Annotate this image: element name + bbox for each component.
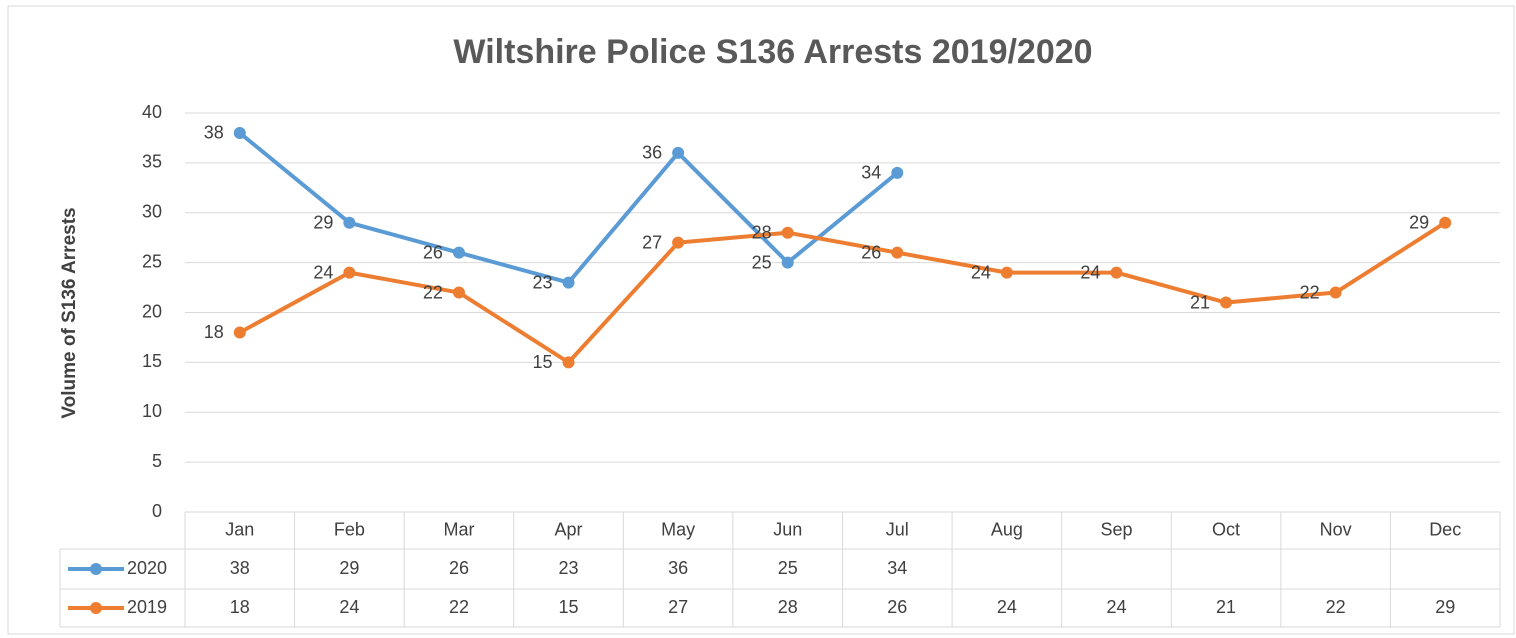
table-value: 38: [230, 558, 250, 578]
data-label: 24: [1080, 262, 1100, 282]
data-label: 26: [423, 242, 443, 262]
data-point: [672, 236, 685, 249]
data-label: 22: [1300, 282, 1320, 302]
table-value: 26: [887, 597, 907, 617]
data-label: 28: [752, 222, 772, 242]
table-value: 22: [1326, 597, 1346, 617]
legend-label: 2019: [127, 597, 167, 617]
data-label: 26: [861, 242, 881, 262]
data-label: 25: [752, 252, 772, 272]
data-point: [891, 246, 904, 259]
table-value: 36: [668, 558, 688, 578]
y-tick-label: 10: [142, 401, 162, 421]
series-line: [238, 131, 899, 285]
data-point: [233, 326, 246, 339]
data-label: 18: [204, 322, 224, 342]
data-point: [452, 286, 465, 299]
data-label: 34: [861, 163, 881, 183]
table-value: 15: [559, 597, 579, 617]
data-label: 24: [971, 262, 991, 282]
x-tick-label: Oct: [1212, 519, 1240, 539]
data-label: 24: [313, 262, 333, 282]
data-point: [1439, 216, 1452, 229]
x-tick-label: May: [661, 519, 695, 539]
data-point: [233, 126, 246, 139]
x-tick-label: Feb: [334, 519, 365, 539]
data-label: 22: [423, 282, 443, 302]
x-tick-label: Jun: [773, 519, 802, 539]
data-point: [562, 356, 575, 369]
data-point: [343, 266, 356, 279]
data-point: [452, 246, 465, 259]
data-label: 23: [533, 272, 553, 292]
x-tick-label: Dec: [1429, 519, 1461, 539]
y-tick-label: 15: [142, 351, 162, 371]
data-label: 27: [642, 232, 662, 252]
legend-marker: [90, 563, 102, 575]
y-tick-label: 40: [142, 102, 162, 122]
table-value: 24: [997, 597, 1017, 617]
chart-title: Wiltshire Police S136 Arrests 2019/2020: [453, 33, 1092, 71]
data-point: [672, 146, 685, 159]
y-tick-label: 30: [142, 202, 162, 222]
x-tick-label: Mar: [443, 519, 474, 539]
x-tick-label: Jul: [886, 519, 909, 539]
data-label: 29: [1409, 212, 1429, 232]
data-point: [781, 226, 794, 239]
data-point: [891, 166, 904, 179]
y-tick-label: 25: [142, 251, 162, 271]
x-tick-label: Jan: [225, 519, 254, 539]
x-tick-label: Nov: [1320, 519, 1352, 539]
data-point: [343, 216, 356, 229]
data-label: 38: [204, 123, 224, 143]
data-label: 21: [1190, 292, 1210, 312]
y-tick-label: 20: [142, 301, 162, 321]
table-value: 34: [887, 558, 907, 578]
table-value: 29: [339, 558, 359, 578]
y-tick-label: 5: [152, 451, 162, 471]
data-point: [1000, 266, 1013, 279]
data-point: [1220, 296, 1233, 309]
table-value: 21: [1216, 597, 1236, 617]
x-tick-label: Apr: [555, 519, 583, 539]
data-point: [1110, 266, 1123, 279]
table-value: 28: [778, 597, 798, 617]
y-axis-label: Volume of S136 Arrests: [59, 207, 80, 418]
table-value: 24: [1106, 597, 1126, 617]
data-label: 15: [533, 352, 553, 372]
legend-label: 2020: [127, 558, 167, 578]
chart-border: [7, 5, 1515, 635]
y-tick-label: 35: [142, 152, 162, 172]
series-line: [238, 221, 1447, 365]
data-point: [781, 256, 794, 269]
table-value: 27: [668, 597, 688, 617]
table-value: 22: [449, 597, 469, 617]
table-value: 25: [778, 558, 798, 578]
x-tick-label: Aug: [991, 519, 1023, 539]
data-label: 36: [642, 143, 662, 163]
data-point: [562, 276, 575, 289]
legend-marker: [90, 602, 102, 614]
table-value: 26: [449, 558, 469, 578]
data-label: 29: [313, 212, 333, 232]
x-tick-label: Sep: [1100, 519, 1132, 539]
y-tick-label: 0: [152, 501, 162, 521]
table-value: 24: [339, 597, 359, 617]
table-value: 29: [1435, 597, 1455, 617]
data-point: [1329, 286, 1342, 299]
table-value: 23: [559, 558, 579, 578]
table-value: 18: [230, 597, 250, 617]
